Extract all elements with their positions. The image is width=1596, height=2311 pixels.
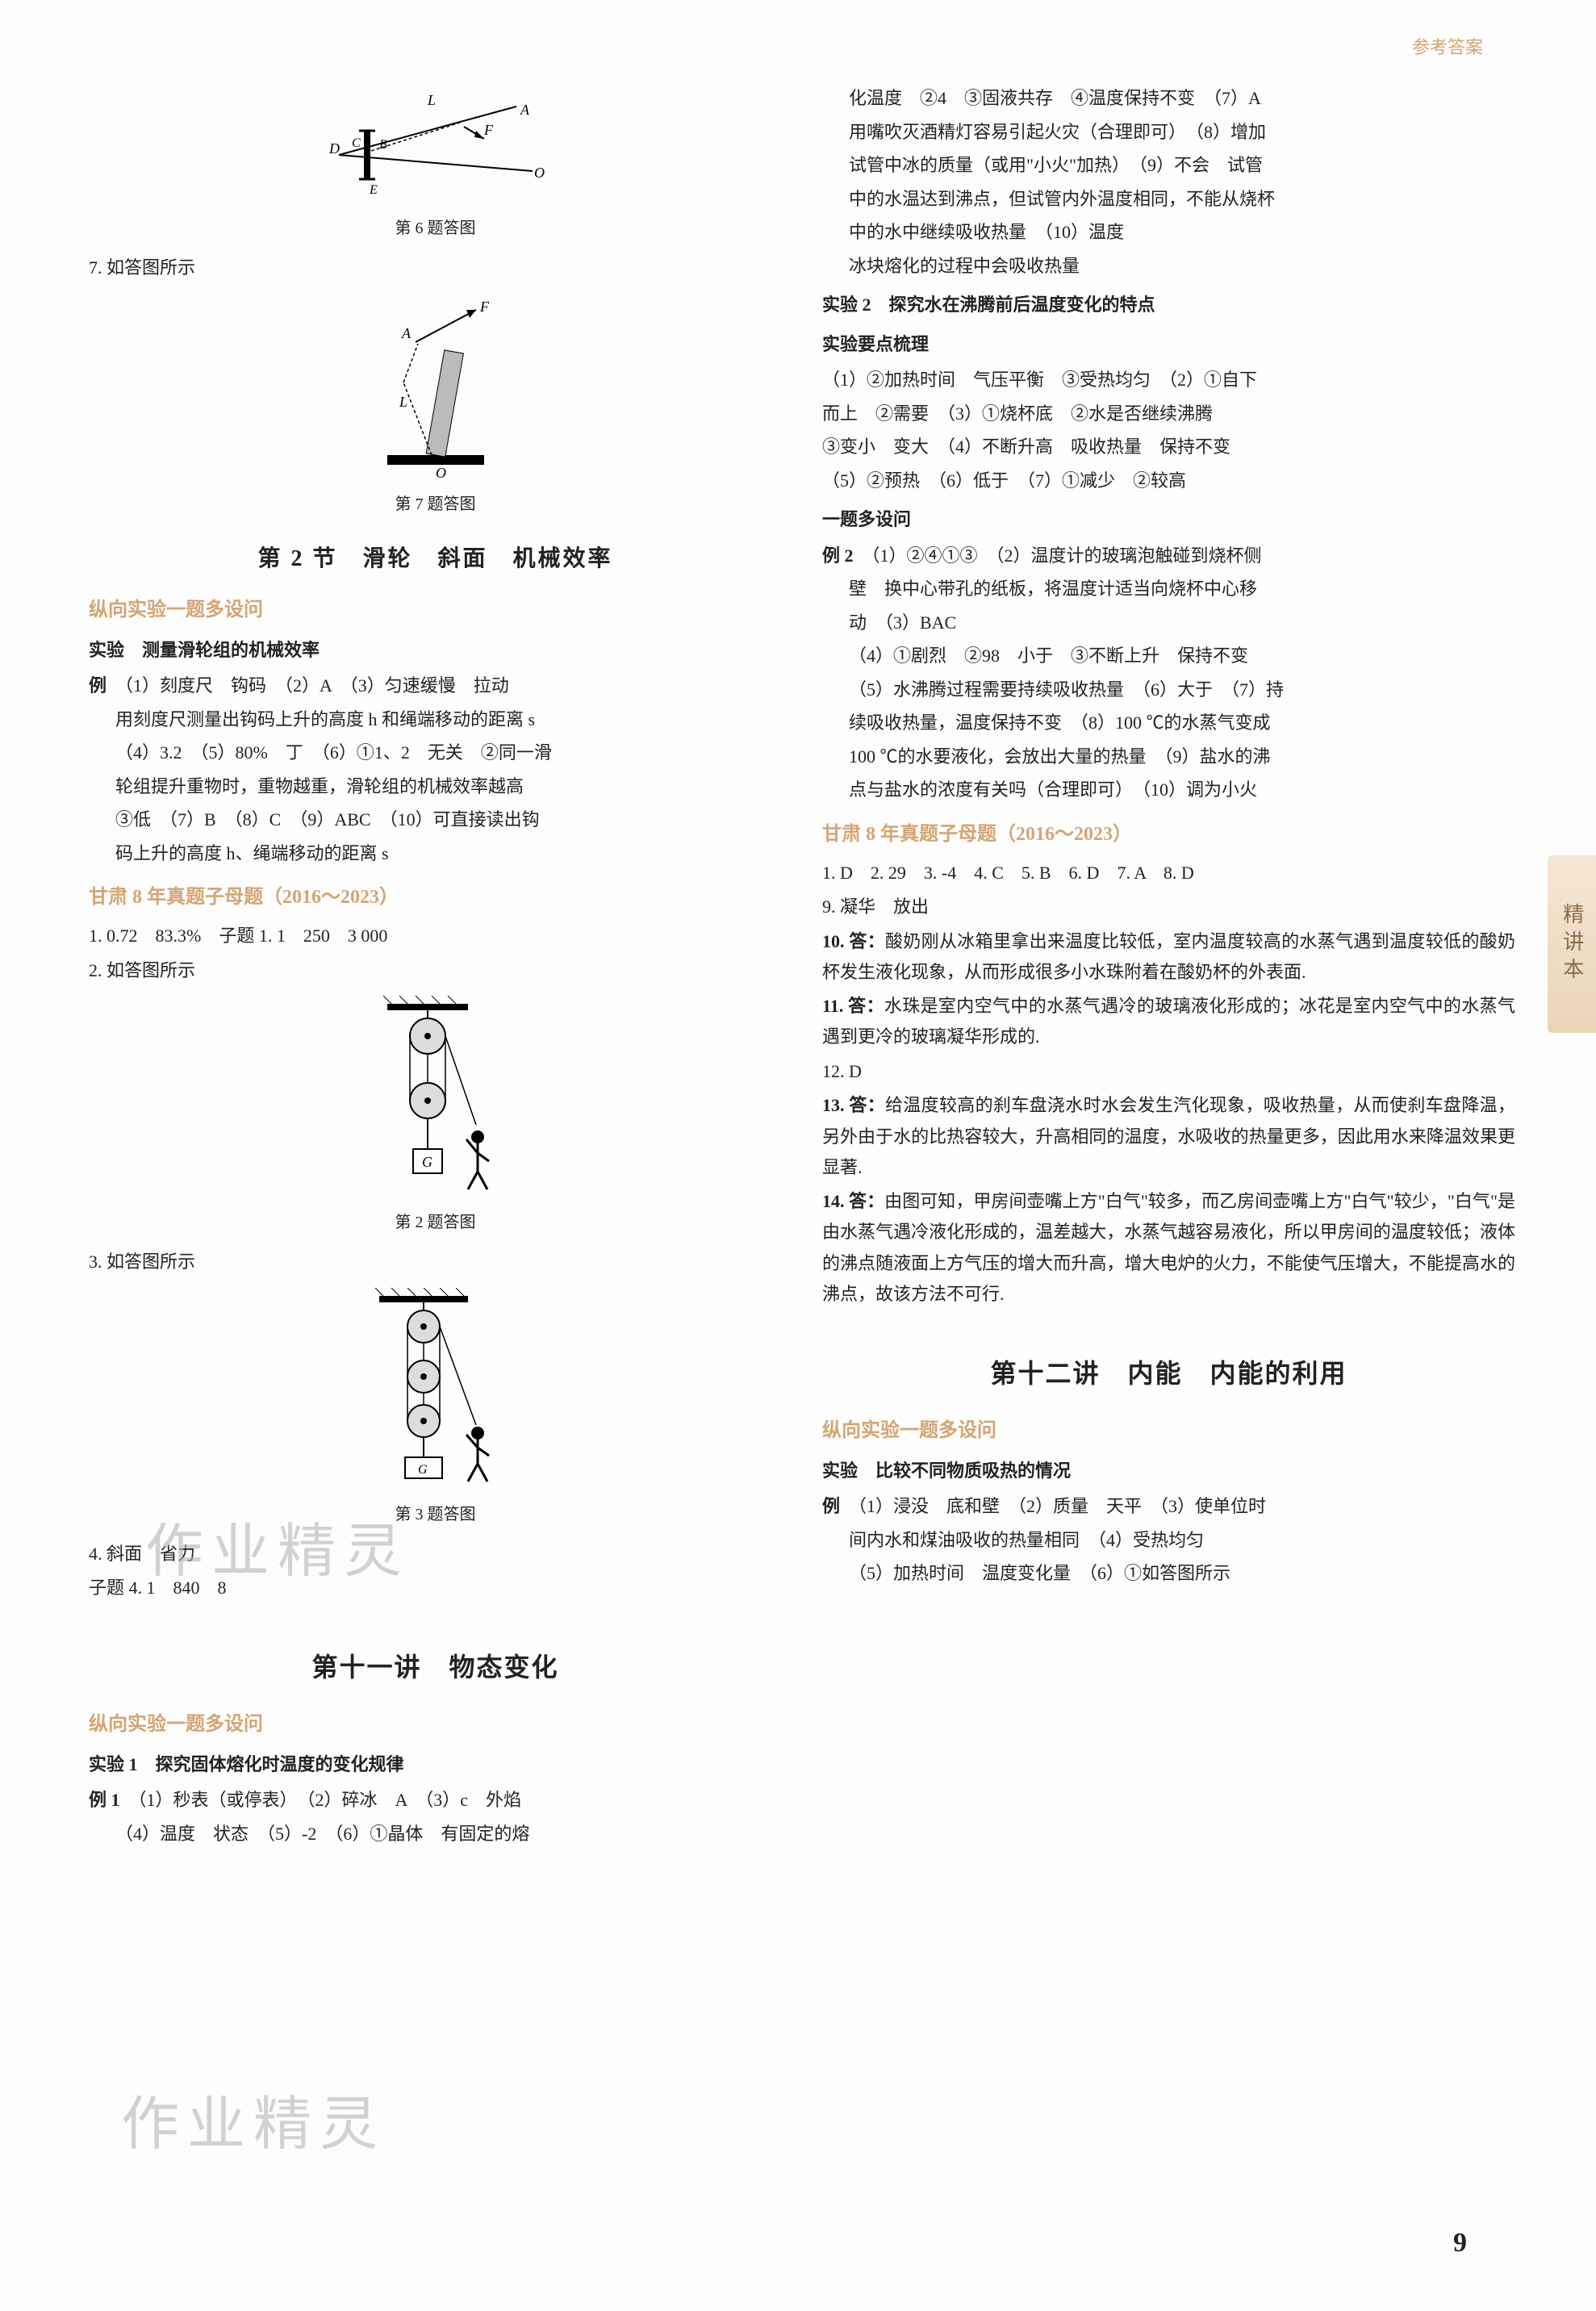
- gs8b-row-1: 1. D 2. 29 3. -4 4. C 5. B 6. D 7. A 8. …: [822, 858, 1515, 889]
- svg-text:E: E: [369, 183, 378, 197]
- ydsl-4: （5）②预热 （6）低于 （7）①减少 ②较高: [822, 466, 1515, 497]
- lever-diagram-2: A F L O: [355, 294, 516, 487]
- zxsy-heading-3: 纵向实验一题多设问: [822, 1414, 1515, 1448]
- svg-text:F: F: [479, 299, 490, 315]
- pulley-diagram-1: G: [363, 996, 508, 1206]
- ydsl-heading: 实验要点梳理: [822, 329, 1515, 361]
- pulley-diagram-2: G: [355, 1288, 516, 1498]
- a14-label: 14. 答：: [822, 1191, 884, 1211]
- side-tab: 精讲本: [1548, 855, 1596, 1033]
- a10-label: 10. 答：: [822, 931, 885, 951]
- li2-block: 例 2 （1）②④①③ （2）温度计的玻璃泡触碰到烧杯侧: [822, 541, 1515, 572]
- answer-13: 13. 答：给温度较高的刹车盘浇水时水会发生汽化现象，吸收热量，从而使刹车盘降温…: [822, 1090, 1515, 1184]
- li2-label: 例 2: [822, 545, 854, 566]
- gs8-row-1: 1. 0.72 83.3% 子题 1. 1 250 3 000: [89, 921, 782, 952]
- lever-diagram-1: L A F O D C B E: [323, 90, 549, 211]
- content-columns: L A F O D C B E 第 6 题答图 7. 如答图所示: [89, 81, 1515, 1852]
- svg-text:F: F: [483, 122, 494, 138]
- fig2-caption: 第 2 题答图: [89, 1209, 782, 1237]
- svg-text:A: A: [520, 102, 530, 118]
- cont-1: 化温度 ②4 ③固液共存 ④温度保持不变 （7）A: [822, 83, 1515, 115]
- gs8-row-5: 子题 4. 1 840 8: [89, 1573, 782, 1604]
- fig3-caption: 第 3 题答图: [89, 1501, 782, 1529]
- right-column: 化温度 ②4 ③固液共存 ④温度保持不变 （7）A 用嘴吹灭酒精灯容易引起火灾（…: [822, 81, 1515, 1852]
- li2-3: 动 （3）BAC: [822, 608, 1515, 639]
- svg-text:L: L: [399, 394, 407, 410]
- cont-5: 中的水中继续吸收热量 （10）温度: [822, 217, 1515, 249]
- chapter-12-title: 第十二讲 内能 内能的利用: [822, 1351, 1515, 1396]
- li3-2: 间内水和煤油吸收的热量相同 （4）受热均匀: [822, 1525, 1515, 1557]
- figure-2: G 第 2 题答图: [89, 996, 782, 1237]
- li2-4: （4）①剧烈 ②98 小于 ③不断上升 保持不变: [822, 641, 1515, 672]
- li2-5: （5）水沸腾过程需要持续吸收热量 （6）大于 （7）持: [822, 675, 1515, 706]
- li-line-2: 用刻度尺测量出钩码上升的高度 h 和绳端移动的距离 s: [89, 704, 782, 736]
- a13-label: 13. 答：: [822, 1095, 885, 1115]
- watermark-2: 作业精灵: [121, 2074, 386, 2175]
- exp-title-1: 实验 测量滑轮组的机械效率: [89, 635, 782, 667]
- zxsy-heading-2: 纵向实验一题多设问: [89, 1707, 782, 1741]
- header-label: 参考答案: [1412, 32, 1483, 64]
- left-column: L A F O D C B E 第 6 题答图 7. 如答图所示: [89, 81, 782, 1852]
- cont-3: 试管中冰的质量（或用"小火"加热） （9）不会 试管: [822, 150, 1515, 182]
- figure-3: G 第 3 题答图: [89, 1288, 782, 1529]
- a11-label: 11. 答：: [822, 996, 884, 1016]
- li2-8: 点与盐水的浓度有关吗（合理即可） （10）调为小火: [822, 775, 1515, 806]
- li1-line-2: （4）温度 状态 （5）-2 （6）①晶体 有固定的熔: [89, 1819, 782, 1850]
- page-number: 9: [1453, 2219, 1467, 2267]
- gs8-row-4: 4. 斜面 省力: [89, 1539, 782, 1570]
- ydsl-3: ③变小 变大 （4）不断升高 吸收热量 保持不变: [822, 432, 1515, 463]
- cont-4: 中的水温达到沸点，但试管内外温度相同，不能从烧杯: [822, 184, 1515, 215]
- svg-text:G: G: [422, 1154, 432, 1170]
- svg-text:L: L: [427, 92, 436, 108]
- li2-7: 100 ℃的水要液化，会放出大量的热量 （9）盐水的沸: [822, 742, 1515, 773]
- fig6-caption: 第 6 题答图: [89, 215, 782, 243]
- answer-14: 14. 答：由图可知，甲房间壶嘴上方"白气"较多，而乙房间壶嘴上方"白气"较少，…: [822, 1186, 1515, 1310]
- page: 参考答案 精讲本 作业精灵 作业精灵 L A F O D C B: [0, 0, 1596, 2311]
- answer-10: 10. 答：酸奶刚从冰箱里拿出来温度比较低，室内温度较高的水蒸气遇到温度较低的酸…: [822, 926, 1515, 988]
- li1-block: 例 1 （1）秒表（或停表） （2）碎冰 A （3）c 外焰: [89, 1785, 782, 1816]
- cont-6: 冰块熔化的过程中会吸收热量: [822, 251, 1515, 282]
- li3-3: （5）加热时间 温度变化量 （6）①如答图所示: [822, 1558, 1515, 1590]
- svg-text:A: A: [401, 325, 412, 341]
- section-2-title: 第 2 节 滑轮 斜面 机械效率: [89, 539, 782, 579]
- example-block-1: 例 （1）刻度尺 钩码 （2）A （3）匀速缓慢 拉动: [89, 671, 782, 702]
- gs8-row-3: 3. 如答图所示: [89, 1247, 782, 1278]
- chapter-11-title: 第十一讲 物态变化: [89, 1644, 782, 1690]
- li2-6: 续吸收热量，温度保持不变 （8）100 ℃的水蒸气变成: [822, 708, 1515, 739]
- svg-text:O: O: [534, 165, 545, 181]
- li-line-3: （4）3.2 （5）80% 丁 （6）①1、2 无关 ②同一滑: [89, 738, 782, 769]
- li3-label: 例: [822, 1496, 840, 1516]
- ydsl-2: 而上 ②需要 （3）①烧杯底 ②水是否继续沸腾: [822, 399, 1515, 430]
- svg-text:O: O: [436, 465, 446, 481]
- q7-intro: 7. 如答图所示: [89, 253, 782, 284]
- answer-12: 12. D: [822, 1056, 1515, 1088]
- li-label: 例: [89, 675, 107, 696]
- gs8b-row-2: 9. 凝华 放出: [822, 892, 1515, 923]
- li-line-4: 轮组提升重物时，重物越重，滑轮组的机械效率越高: [89, 771, 782, 803]
- exp2-title: 实验 2 探究水在沸腾前后温度变化的特点: [822, 290, 1515, 321]
- ytdsw-heading: 一题多设问: [822, 504, 1515, 536]
- gs8b-heading: 甘肃 8 年真题子母题（2016～2023）: [822, 817, 1515, 851]
- gs8-row-2: 2. 如答图所示: [89, 955, 782, 987]
- li-line-6: 码上升的高度 h、绳端移动的距离 s: [89, 838, 782, 870]
- exp3-title: 实验 比较不同物质吸热的情况: [822, 1456, 1515, 1487]
- cont-2: 用嘴吹灭酒精灯容易引起火灾（合理即可） （8）增加: [822, 117, 1515, 148]
- gs8-heading-1: 甘肃 8 年真题子母题（2016～2023）: [89, 880, 782, 914]
- li2-2: 壁 换中心带孔的纸板，将温度计适当向烧杯中心移: [822, 574, 1515, 605]
- answer-11: 11. 答：水珠是室内空气中的水蒸气遇冷的玻璃液化形成的；冰花是室内空气中的水蒸…: [822, 991, 1515, 1053]
- svg-text:C: C: [352, 136, 361, 150]
- zxsy-heading-1: 纵向实验一题多设问: [89, 593, 782, 627]
- ydsl-1: （1）②加热时间 气压平衡 ③受热均匀 （2）①自下: [822, 365, 1515, 396]
- li-line-5: ③低 （7）B （8）C （9）ABC （10）可直接读出钩: [89, 804, 782, 836]
- exp1-title: 实验 1 探究固体熔化时温度的变化规律: [89, 1749, 782, 1781]
- fig7-caption: 第 7 题答图: [89, 491, 782, 519]
- li1-label: 例 1: [89, 1790, 120, 1810]
- svg-text:G: G: [418, 1463, 428, 1477]
- svg-text:B: B: [379, 138, 387, 152]
- figure-7: A F L O 第 7 题答图: [89, 294, 782, 519]
- svg-text:D: D: [328, 140, 340, 157]
- figure-6: L A F O D C B E 第 6 题答图: [89, 90, 782, 243]
- li3-block: 例 （1）浸没 底和壁 （2）质量 天平 （3）使单位时: [822, 1491, 1515, 1523]
